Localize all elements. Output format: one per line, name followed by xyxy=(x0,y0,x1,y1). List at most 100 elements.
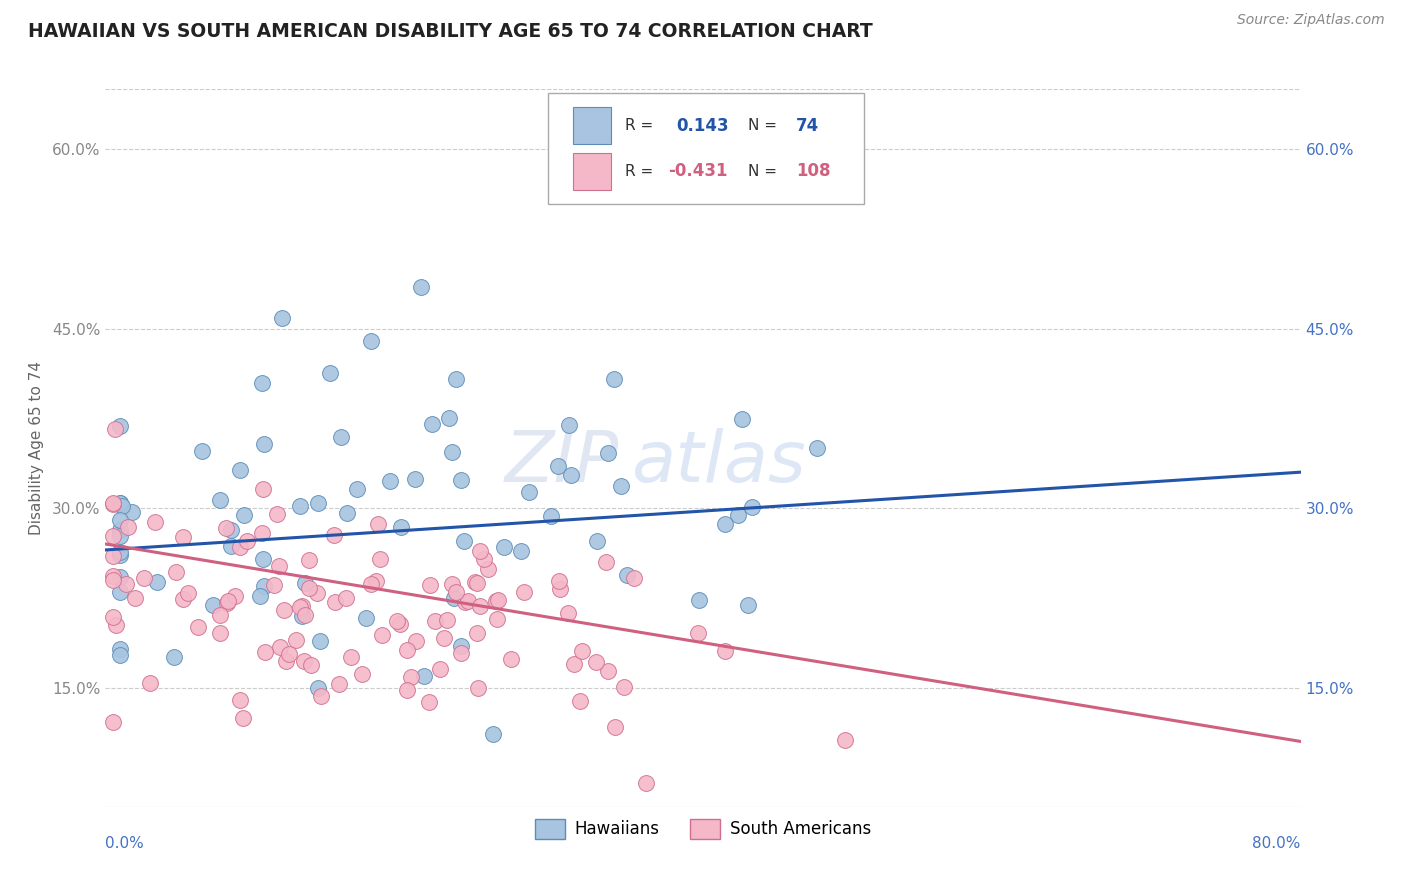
Point xyxy=(299,658,322,673)
Point xyxy=(367,517,389,532)
Point xyxy=(291,608,314,623)
Point xyxy=(485,612,508,626)
Point xyxy=(336,506,359,520)
Point xyxy=(172,592,194,607)
Point xyxy=(291,599,314,614)
Point xyxy=(688,625,710,640)
Text: -0.431: -0.431 xyxy=(668,162,728,180)
Point xyxy=(419,578,441,592)
Point xyxy=(177,585,200,599)
Point xyxy=(311,689,333,703)
Point xyxy=(297,581,319,595)
Point xyxy=(741,500,763,515)
Point xyxy=(143,516,166,530)
Point xyxy=(613,680,636,694)
Point xyxy=(727,508,749,522)
Point xyxy=(550,582,572,596)
Point xyxy=(418,695,440,709)
Point xyxy=(395,643,418,657)
Point xyxy=(284,632,307,647)
Point xyxy=(731,412,754,426)
Point xyxy=(454,595,477,609)
Point xyxy=(335,591,357,605)
Point xyxy=(596,665,619,679)
Point xyxy=(101,528,124,542)
Text: HAWAIIAN VS SOUTH AMERICAN DISABILITY AGE 65 TO 74 CORRELATION CHART: HAWAIIAN VS SOUTH AMERICAN DISABILITY AG… xyxy=(28,22,873,41)
Point xyxy=(228,540,250,554)
Text: 80.0%: 80.0% xyxy=(1253,836,1301,851)
Point xyxy=(250,376,273,390)
Point xyxy=(110,545,132,559)
Point xyxy=(610,479,633,493)
Text: 108: 108 xyxy=(796,162,831,180)
Point xyxy=(233,508,256,522)
Point xyxy=(165,565,187,579)
Point xyxy=(387,614,409,628)
Point xyxy=(209,608,232,623)
Point xyxy=(834,733,856,747)
Point xyxy=(441,576,464,591)
Point xyxy=(396,683,419,698)
Point xyxy=(214,521,236,535)
Point xyxy=(411,279,433,293)
Point xyxy=(172,530,194,544)
Point xyxy=(477,562,499,576)
Point xyxy=(110,585,132,599)
Point xyxy=(603,372,626,386)
Text: Source: ZipAtlas.com: Source: ZipAtlas.com xyxy=(1237,13,1385,28)
Point xyxy=(323,595,346,609)
Point xyxy=(470,599,492,614)
Point xyxy=(110,648,132,663)
Point xyxy=(319,366,342,380)
Bar xyxy=(572,153,612,190)
Text: 0.143: 0.143 xyxy=(676,117,730,135)
Point xyxy=(110,499,132,513)
Point xyxy=(557,418,579,433)
Point xyxy=(436,613,458,627)
Point xyxy=(360,334,382,348)
Point xyxy=(453,533,475,548)
Point xyxy=(547,574,569,589)
Point xyxy=(352,667,374,681)
Point xyxy=(101,568,124,582)
Point xyxy=(322,528,344,542)
Point xyxy=(309,634,332,648)
Point xyxy=(492,540,515,554)
Point xyxy=(271,311,294,326)
Point xyxy=(110,496,132,510)
Point xyxy=(191,443,214,458)
Point xyxy=(368,551,391,566)
Point xyxy=(404,472,426,486)
Point xyxy=(464,574,486,589)
Point xyxy=(443,591,465,606)
Point xyxy=(209,492,232,507)
Point xyxy=(429,662,451,676)
Point xyxy=(354,611,377,625)
Point xyxy=(568,693,591,707)
Point xyxy=(266,508,288,522)
Point xyxy=(405,634,427,648)
Text: R =: R = xyxy=(626,118,654,133)
Point xyxy=(586,533,609,548)
Point xyxy=(232,711,254,725)
Point xyxy=(571,644,593,658)
Point xyxy=(124,591,146,606)
Point xyxy=(250,525,273,540)
Point xyxy=(360,577,382,591)
Point xyxy=(444,585,467,599)
Point xyxy=(252,551,274,566)
Point xyxy=(294,608,316,623)
Text: R =: R = xyxy=(626,164,654,179)
Point xyxy=(273,603,295,617)
Point xyxy=(413,669,436,683)
Text: 74: 74 xyxy=(796,117,820,135)
Point xyxy=(425,614,447,628)
Point xyxy=(101,610,124,624)
Point xyxy=(121,505,143,519)
Point xyxy=(115,577,138,591)
Point xyxy=(101,549,124,563)
Point xyxy=(401,670,423,684)
Point xyxy=(605,720,627,734)
Point xyxy=(101,497,124,511)
Point xyxy=(389,520,412,534)
